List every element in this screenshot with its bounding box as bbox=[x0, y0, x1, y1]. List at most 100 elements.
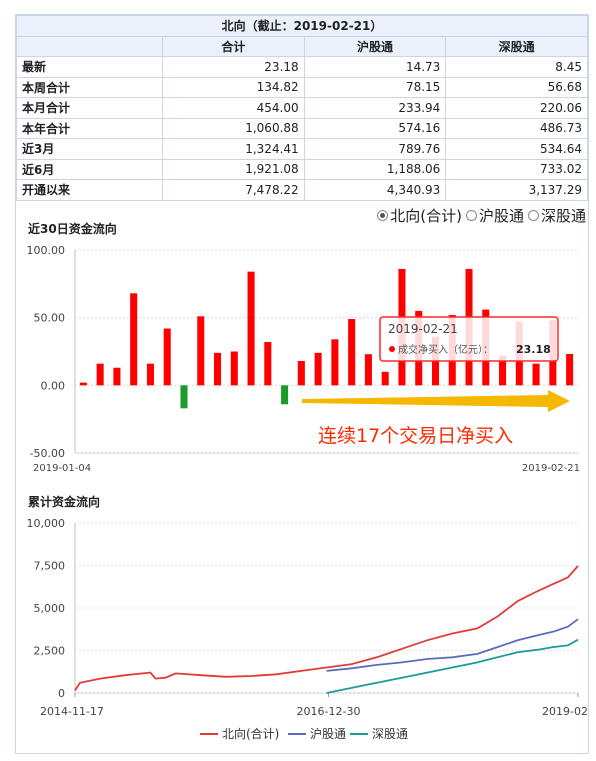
series-radio-group: 北向(合计) 沪股通 深股通 bbox=[377, 205, 586, 226]
y-tick-label: 50.00 bbox=[34, 312, 66, 325]
top-strip bbox=[0, 0, 596, 10]
y-tick-label: 100.00 bbox=[27, 244, 66, 257]
bar bbox=[499, 355, 507, 386]
row-value: 233.94 bbox=[303, 97, 447, 119]
cumulative-flow-line-chart: 10,000 7,500 5,000 2,500 0 2014-11-17 2016-12-… bbox=[27, 517, 589, 741]
row-label: 本周合计 bbox=[16, 76, 163, 98]
bar bbox=[381, 371, 389, 386]
table-row: 近3月 1,324.41 789.76 534.64 bbox=[16, 138, 588, 160]
bar bbox=[230, 351, 238, 386]
radio-dot-north[interactable] bbox=[377, 210, 389, 221]
y-tick-label: 0.00 bbox=[41, 379, 66, 392]
trend-arrow bbox=[302, 390, 570, 412]
tooltip-dot bbox=[389, 346, 395, 352]
table-row: 开通以来 7,478.22 4,340.93 3,137.29 bbox=[16, 179, 588, 201]
northbound-panel: 北向（截止：2019-02-21） 合计 沪股通 深股通 最新 23.18 14.7… bbox=[15, 14, 589, 754]
radio-label-sz: 深股通 bbox=[540, 207, 586, 225]
bar bbox=[96, 363, 104, 386]
row-value: 8.45 bbox=[445, 56, 588, 78]
row-value: 486.73 bbox=[445, 117, 588, 139]
tooltip-label: 成交净买入（亿元）： bbox=[398, 343, 493, 356]
bar bbox=[146, 363, 154, 386]
header-total: 合计 bbox=[162, 35, 305, 57]
row-value: 78.15 bbox=[303, 76, 447, 98]
legend-label: 深股通 bbox=[372, 727, 408, 741]
y-tick-label: 10,000 bbox=[27, 517, 66, 530]
trend-annotation: 连续17个交易日净买入 bbox=[318, 425, 513, 447]
line-chart-title: 累计资金流向 bbox=[28, 495, 101, 509]
summary-table: 北向（截止：2019-02-21） 合计 沪股通 深股通 最新 23.18 14.7… bbox=[16, 15, 588, 201]
row-value: 1,188.06 bbox=[303, 158, 447, 180]
radio-sh[interactable]: 沪股通 bbox=[465, 205, 524, 226]
row-value: 454.00 bbox=[162, 97, 305, 119]
table-row: 最新 23.18 14.73 8.45 bbox=[16, 56, 588, 78]
row-label: 最新 bbox=[16, 56, 163, 78]
row-value: 14.73 bbox=[303, 56, 447, 78]
x-end-label: 2019-02-21 bbox=[522, 463, 580, 474]
tooltip-box bbox=[379, 316, 559, 362]
row-value: 134.82 bbox=[162, 76, 305, 98]
bar bbox=[264, 342, 272, 386]
header-sz: 深股通 bbox=[445, 35, 588, 57]
table-row: 本月合计 454.00 233.94 220.06 bbox=[16, 97, 588, 119]
row-value: 56.68 bbox=[445, 76, 588, 98]
row-value: 1,921.08 bbox=[162, 158, 305, 180]
row-value: 1,324.41 bbox=[162, 138, 305, 160]
row-value: 574.16 bbox=[303, 117, 447, 139]
x-start-label: 2019-01-04 bbox=[33, 463, 91, 474]
table-row: 近6月 1,921.08 1,188.06 733.02 bbox=[16, 158, 588, 180]
row-label: 开通以来 bbox=[16, 179, 163, 201]
series-line bbox=[74, 565, 579, 691]
bar bbox=[331, 339, 339, 386]
x-tick-label: 2016-12-30 bbox=[297, 705, 361, 718]
radio-label-sh: 沪股通 bbox=[478, 207, 524, 225]
bar bbox=[163, 328, 171, 386]
tooltip-value: 23.18 bbox=[516, 343, 551, 356]
row-value: 23.18 bbox=[162, 56, 305, 78]
table-caption: 北向（截止：2019-02-21） bbox=[16, 15, 588, 37]
row-value: 7,478.22 bbox=[162, 179, 305, 201]
table-row: 本周合计 134.82 78.15 56.68 bbox=[16, 76, 588, 98]
radio-sz[interactable]: 深股通 bbox=[527, 205, 586, 226]
row-label: 近6月 bbox=[16, 158, 163, 180]
radio-north[interactable]: 北向(合计) bbox=[377, 205, 462, 226]
row-value: 220.06 bbox=[445, 97, 588, 119]
row-label: 本年合计 bbox=[16, 117, 163, 139]
bar bbox=[348, 319, 356, 386]
y-tick-label: -50.00 bbox=[30, 447, 65, 460]
radio-label-north: 北向(合计) bbox=[390, 207, 462, 225]
row-value: 534.64 bbox=[445, 138, 588, 160]
bar bbox=[297, 360, 305, 386]
bar bbox=[180, 385, 188, 409]
y-tick-label: 2,500 bbox=[34, 645, 66, 658]
row-label: 本月合计 bbox=[16, 97, 163, 119]
bar bbox=[197, 316, 205, 386]
bar bbox=[364, 354, 372, 386]
bar bbox=[247, 271, 255, 386]
bar bbox=[566, 353, 574, 386]
row-value: 3,137.29 bbox=[445, 179, 588, 201]
bar bbox=[113, 367, 121, 386]
x-tick-label: 2014-11-17 bbox=[40, 705, 104, 718]
table-header-row: 合计 沪股通 深股通 bbox=[16, 35, 588, 57]
radio-dot-sz[interactable] bbox=[527, 210, 539, 221]
daily-flow-bar-chart: 100.00 50.00 0.00 -50.00 2019-01-04 2019-02-2… bbox=[27, 244, 581, 474]
series-line bbox=[326, 618, 579, 672]
row-label: 近3月 bbox=[16, 138, 163, 160]
row-value: 1,060.88 bbox=[162, 117, 305, 139]
tooltip-date: 2019-02-21 bbox=[388, 322, 458, 336]
y-tick-label: 0 bbox=[58, 687, 65, 700]
radio-dot-sh[interactable] bbox=[465, 210, 477, 221]
bar bbox=[213, 352, 222, 386]
header-blank bbox=[16, 35, 163, 57]
y-tick-label: 7,500 bbox=[34, 560, 66, 573]
legend-label: 北向(合计) bbox=[222, 726, 279, 741]
y-tick-label: 5,000 bbox=[34, 602, 66, 615]
row-value: 789.76 bbox=[303, 138, 447, 160]
legend-label: 沪股通 bbox=[310, 727, 346, 741]
header-sh: 沪股通 bbox=[303, 35, 447, 57]
row-value: 4,340.93 bbox=[303, 179, 447, 201]
bar bbox=[130, 293, 138, 386]
row-value: 733.02 bbox=[445, 158, 588, 180]
bar-chart-title: 近30日资金流向 bbox=[28, 222, 117, 236]
